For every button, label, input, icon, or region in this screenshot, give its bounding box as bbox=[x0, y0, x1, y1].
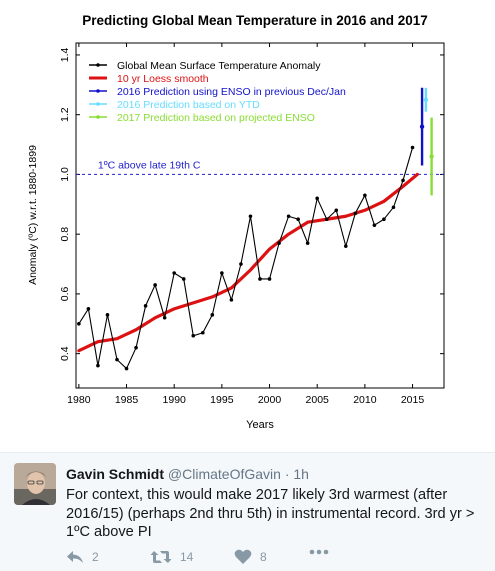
more-options-button[interactable] bbox=[309, 549, 337, 555]
user-photo-icon[interactable] bbox=[14, 463, 56, 505]
gmst-anomaly-point bbox=[115, 357, 119, 362]
gmst-anomaly-point bbox=[267, 277, 272, 281]
plot-frame bbox=[75, 42, 445, 389]
temperature-chart: Predicting Global Mean Temperature in 20… bbox=[27, 13, 445, 431]
y-axis: 0.4 0.6 0.8 1.0 1.2 1.4 bbox=[59, 47, 444, 361]
gmst-anomaly-point bbox=[324, 217, 329, 222]
tweet-time[interactable]: · 1h bbox=[284, 466, 309, 482]
y-tick-label: 0.8 bbox=[59, 227, 71, 242]
x-axis: 1980 1985 1990 1995 2000 2005 2010 2015 bbox=[67, 43, 424, 406]
gmst-anomaly-point bbox=[382, 217, 386, 222]
gmst-anomaly-point bbox=[77, 321, 81, 326]
gmst-anomaly-point bbox=[86, 307, 91, 311]
y-tick-label: 1.4 bbox=[59, 47, 71, 62]
chart-legend: Global Mean Surface Temperature Anomaly1… bbox=[89, 60, 346, 124]
gmst-anomaly-point bbox=[200, 330, 205, 335]
gmst-anomaly-point bbox=[134, 345, 138, 350]
legend-entry-label: 2017 Prediction based on projected ENSO bbox=[117, 112, 315, 124]
like-count: 8 bbox=[260, 550, 267, 564]
x-tick-label: 1990 bbox=[163, 394, 187, 406]
retweet-count: 14 bbox=[180, 550, 194, 564]
gmst-anomaly-point bbox=[153, 283, 157, 287]
retweet-icon bbox=[150, 551, 172, 563]
gmst-anomaly-point bbox=[344, 244, 348, 248]
x-tick-label: 2000 bbox=[258, 394, 282, 406]
tweet: Gavin Schmidt @ClimateOfGavin · 1h For c… bbox=[0, 452, 495, 571]
x-axis-label: Years bbox=[246, 419, 274, 431]
gmst-anomaly-point bbox=[353, 211, 358, 216]
y-tick-label: 0.4 bbox=[59, 346, 71, 361]
gmst-anomaly-point bbox=[181, 277, 186, 281]
gmst-anomaly-point bbox=[258, 277, 262, 281]
chart-title: Predicting Global Mean Temperature in 20… bbox=[82, 13, 428, 28]
reference-line-label: 1ºC above late 19th C bbox=[98, 159, 201, 171]
reply-icon bbox=[67, 551, 83, 563]
reply-count: 2 bbox=[92, 550, 99, 564]
gmst-anomaly-point bbox=[229, 298, 234, 302]
legend-entry-label: 2016 Prediction using ENSO in previous D… bbox=[117, 86, 346, 98]
y-axis-label: Anomaly (ºC) w.r.t. 1880-1899 bbox=[27, 145, 39, 285]
gmst-anomaly-point bbox=[248, 214, 253, 219]
x-tick-label: 1980 bbox=[67, 394, 91, 406]
retweet-button[interactable]: 14 bbox=[150, 549, 193, 565]
author-handle[interactable]: @ClimateOfGavin bbox=[167, 466, 281, 482]
gmst-anomaly-point bbox=[172, 271, 176, 275]
legend-swatch-dot bbox=[96, 63, 100, 67]
tweet-actions: 2 14 8 bbox=[66, 549, 486, 567]
gmst-anomaly-point bbox=[334, 208, 339, 213]
gmst-anomaly-point bbox=[296, 217, 300, 222]
gmst-anomaly-point bbox=[105, 313, 110, 317]
gmst-anomaly-point bbox=[96, 363, 100, 368]
gmst-anomaly-point bbox=[305, 241, 310, 245]
x-tick-label: 2005 bbox=[306, 394, 330, 406]
y-tick-label: 1.2 bbox=[59, 107, 71, 122]
gmst-anomaly-point bbox=[315, 196, 320, 201]
chart-marks bbox=[77, 87, 434, 371]
legend-entry-label: Global Mean Surface Temperature Anomaly bbox=[117, 60, 321, 72]
x-tick-label: 1985 bbox=[115, 394, 139, 406]
gmst-anomaly-point bbox=[363, 193, 367, 198]
legend-swatch-dot bbox=[96, 115, 100, 119]
prediction-point bbox=[423, 97, 429, 102]
gmst-anomaly-point bbox=[401, 178, 405, 183]
author-name[interactable]: Gavin Schmidt bbox=[66, 466, 165, 482]
x-tick-label: 2010 bbox=[353, 394, 377, 406]
gmst-anomaly-point bbox=[372, 223, 377, 228]
gmst-anomaly-line bbox=[78, 147, 414, 370]
chart-container: Predicting Global Mean Temperature in 20… bbox=[27, 13, 445, 431]
gmst-anomaly-point bbox=[410, 145, 415, 150]
legend-entry-label: 10 yr Loess smooth bbox=[117, 73, 209, 85]
loess-smooth-line bbox=[77, 172, 419, 353]
legend-swatch-dot bbox=[96, 102, 100, 106]
legend-swatch-dot bbox=[96, 89, 100, 93]
reply-button[interactable]: 2 bbox=[66, 549, 99, 565]
gmst-anomaly-point bbox=[391, 205, 396, 210]
legend-entry-label: 2016 Prediction based on YTD bbox=[117, 99, 260, 111]
like-button[interactable]: 8 bbox=[234, 549, 267, 565]
prediction-point bbox=[429, 154, 434, 159]
heart-icon bbox=[234, 549, 252, 564]
gmst-anomaly-point bbox=[191, 333, 196, 338]
y-tick-label: 0.6 bbox=[59, 286, 71, 301]
gmst-anomaly-point bbox=[220, 271, 224, 275]
gmst-anomaly-point bbox=[143, 304, 148, 308]
prediction-point bbox=[419, 124, 425, 129]
y-tick-label: 1.0 bbox=[59, 167, 71, 182]
gmst-anomaly-point bbox=[124, 366, 129, 371]
gmst-anomaly-point bbox=[277, 241, 281, 245]
tweet-header: Gavin Schmidt @ClimateOfGavin · 1h bbox=[66, 466, 309, 482]
gmst-anomaly-point bbox=[162, 316, 167, 320]
x-tick-label: 2015 bbox=[401, 394, 425, 406]
gmst-anomaly-point bbox=[210, 313, 215, 317]
more-dots-icon bbox=[309, 549, 329, 555]
x-tick-label: 1995 bbox=[210, 394, 234, 406]
reference-line-1c: 1ºC above late 19th C bbox=[76, 159, 444, 175]
tweet-text: For context, this would make 2017 likely… bbox=[66, 487, 475, 541]
gmst-anomaly-point bbox=[286, 214, 291, 219]
gmst-anomaly-point bbox=[239, 262, 243, 266]
